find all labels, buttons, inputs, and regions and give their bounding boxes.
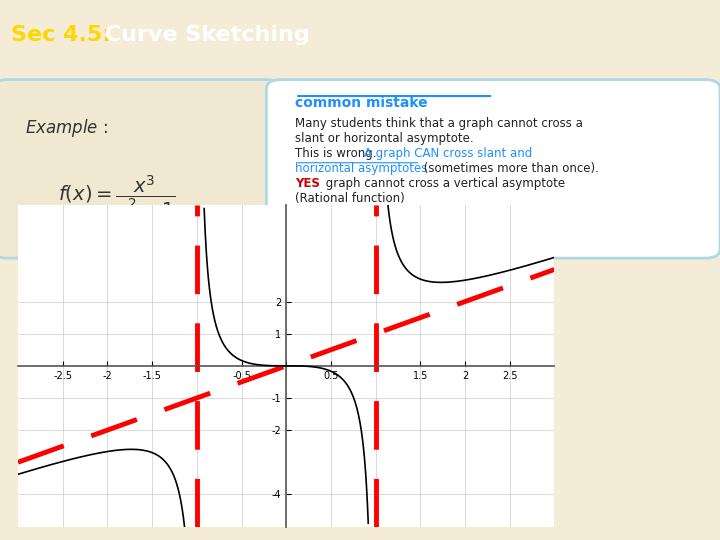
Text: This is wrong.: This is wrong. <box>295 147 384 160</box>
FancyBboxPatch shape <box>0 79 281 258</box>
Text: slant or horizontal asymptote.: slant or horizontal asymptote. <box>295 132 474 145</box>
Text: Many students think that a graph cannot cross a: Many students think that a graph cannot … <box>295 117 583 130</box>
Text: horizontal asymptotes: horizontal asymptotes <box>295 163 428 176</box>
FancyBboxPatch shape <box>266 79 720 258</box>
Text: A graph CAN cross slant and: A graph CAN cross slant and <box>364 147 532 160</box>
Text: (Rational function): (Rational function) <box>295 192 405 205</box>
Text: graph cannot cross a vertical asymptote: graph cannot cross a vertical asymptote <box>322 177 565 190</box>
Text: $\it{Example}$ :: $\it{Example}$ : <box>25 117 109 139</box>
Text: (sometimes more than once).: (sometimes more than once). <box>420 163 599 176</box>
Text: common mistake: common mistake <box>295 96 428 110</box>
Text: $f(x)=\dfrac{x^3}{x^2-1}$: $f(x)=\dfrac{x^3}{x^2-1}$ <box>58 173 175 219</box>
Text: Curve Sketching: Curve Sketching <box>97 25 310 45</box>
Text: Sec 4.5:: Sec 4.5: <box>11 25 119 45</box>
Text: YES: YES <box>295 177 320 190</box>
